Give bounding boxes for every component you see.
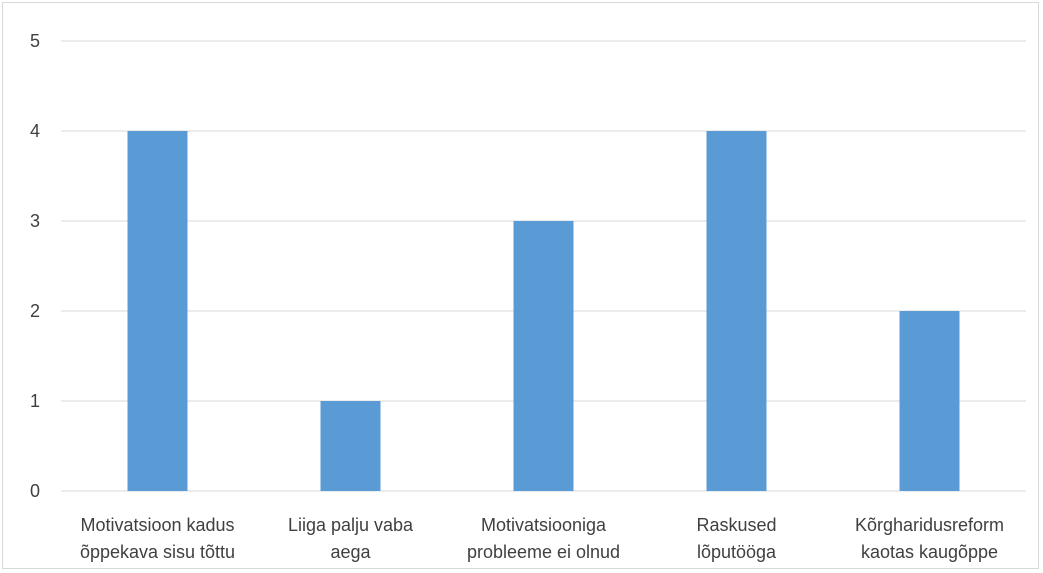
y-tick-label: 0 (30, 481, 40, 501)
bars (127, 131, 960, 491)
x-category-label: Motivatsioon kadus (80, 515, 234, 535)
bar-1 (127, 131, 188, 491)
x-axis-category-labels: Motivatsioon kadus õppekava sisu tõttu Lii… (80, 515, 1004, 562)
x-category-label: lõputööga (697, 542, 777, 562)
x-category-label: õppekava sisu tõttu (80, 542, 235, 562)
y-axis-tick-labels: 0 1 2 3 4 5 (30, 31, 40, 501)
x-category-label: Kõrgharidusreform (855, 515, 1004, 535)
bar-4 (706, 131, 767, 491)
y-tick-label: 1 (30, 391, 40, 411)
bar-5 (899, 311, 960, 491)
y-tick-label: 2 (30, 301, 40, 321)
y-tick-label: 5 (30, 31, 40, 51)
bar-chart: 0 1 2 3 4 5 Motivatsioon kadus õppekava sisu t… (30, 31, 1026, 562)
x-category-label: Liiga palju vaba (288, 515, 414, 535)
bar-3 (513, 221, 574, 491)
x-category-label: Raskused (696, 515, 776, 535)
x-category-label: aega (330, 542, 371, 562)
y-tick-label: 3 (30, 211, 40, 231)
bar-2 (320, 401, 381, 491)
x-category-label: probleeme ei olnud (467, 542, 620, 562)
x-category-label: Motivatsiooniga (481, 515, 607, 535)
x-category-label: kaotas kaugõppe (861, 542, 998, 562)
y-tick-label: 4 (30, 121, 40, 141)
